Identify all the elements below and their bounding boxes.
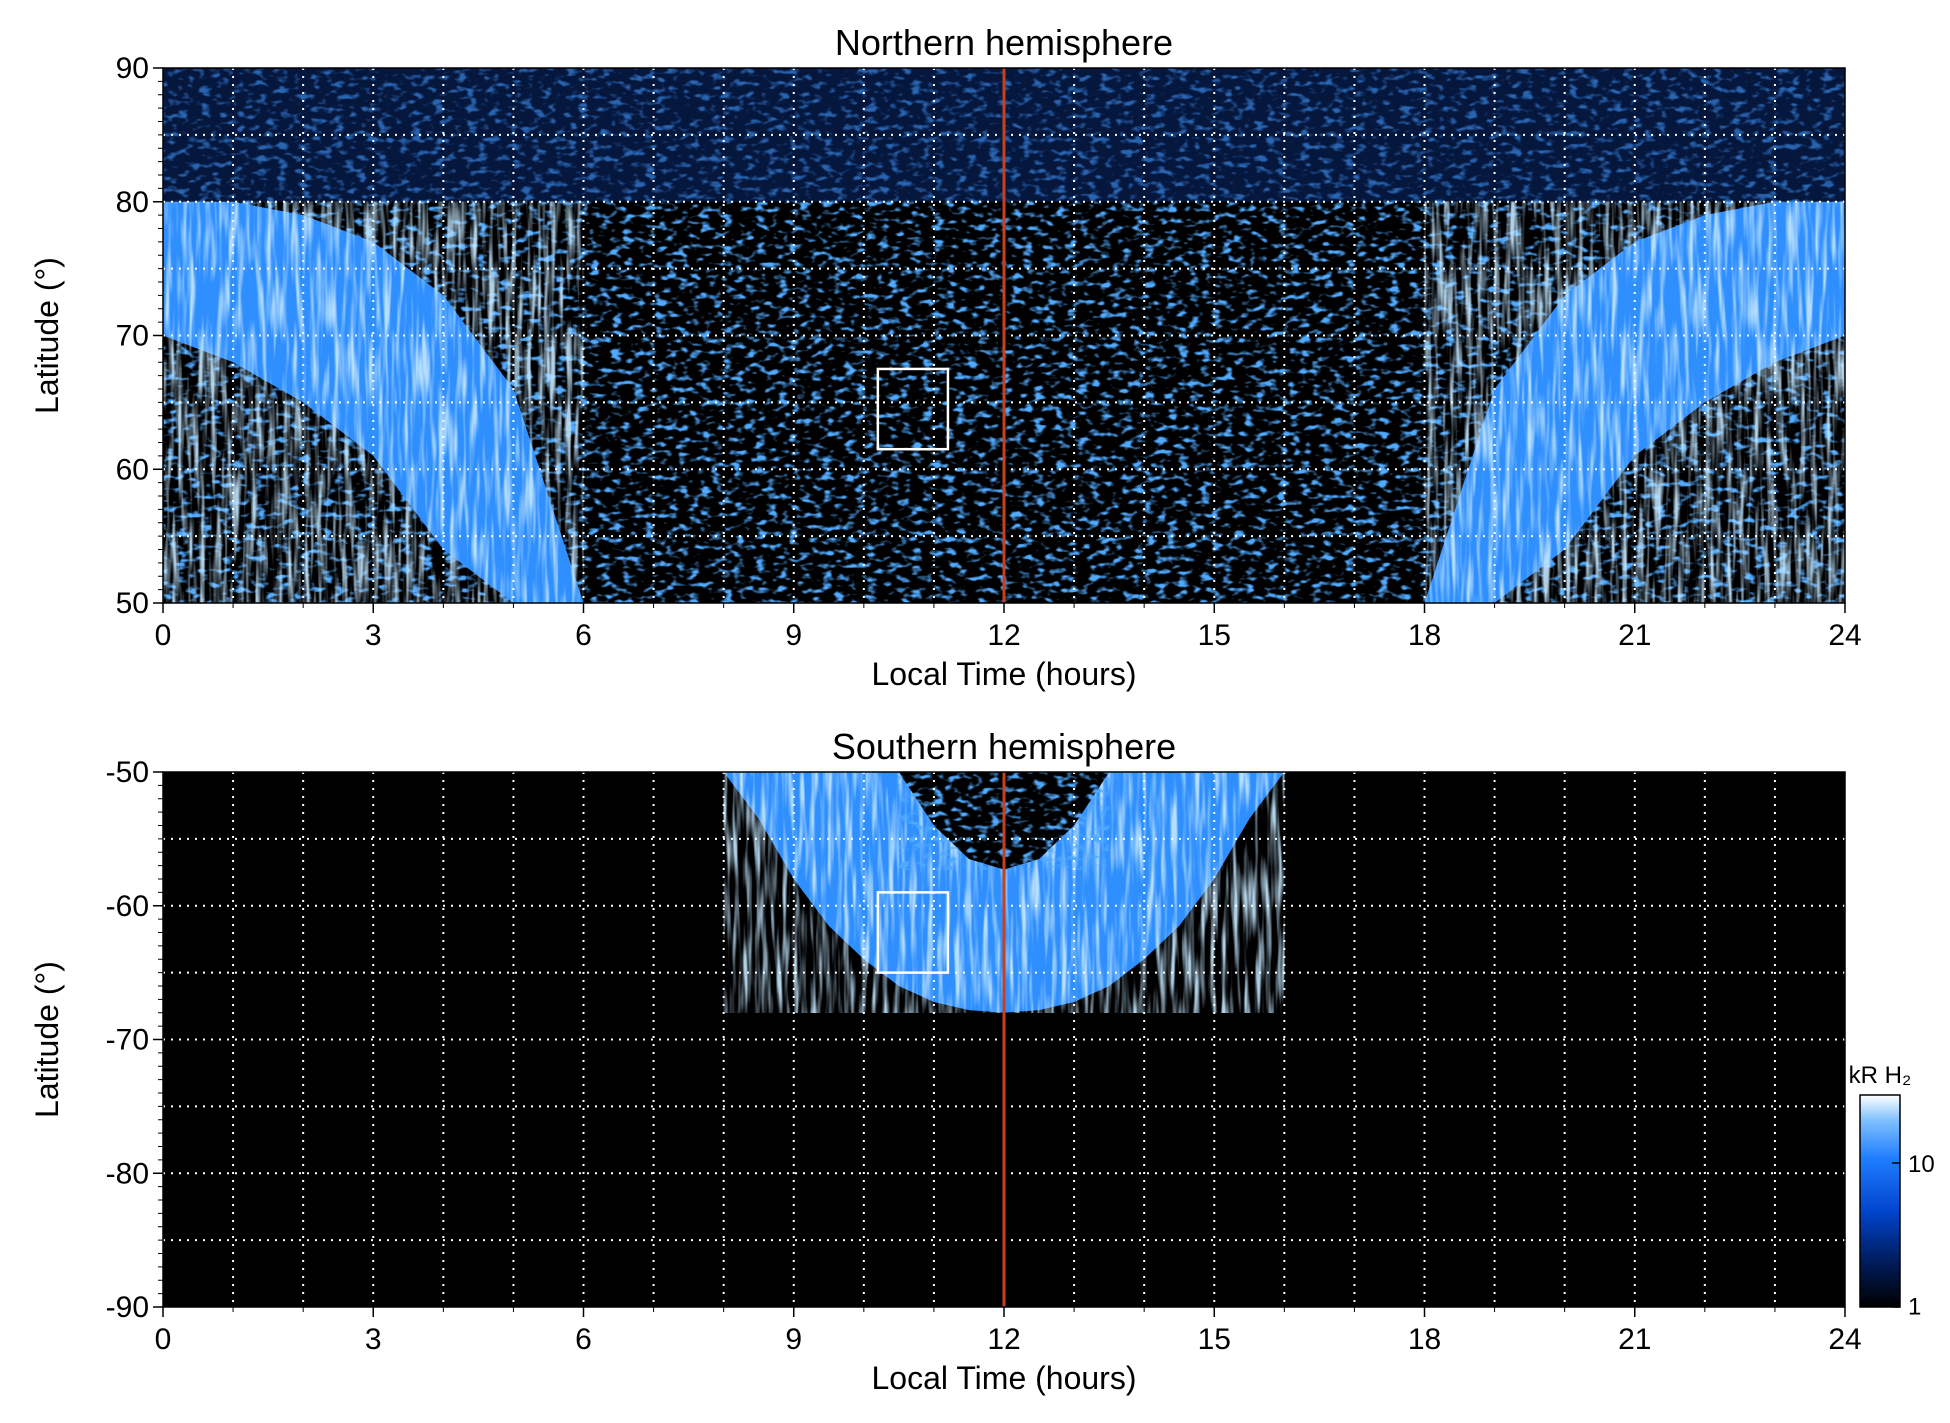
panel-title: Southern hemisphere: [832, 726, 1176, 767]
x-tick-label: 15: [1198, 1323, 1231, 1356]
plot-area: [163, 772, 1845, 1307]
x-tick-label: 21: [1618, 619, 1651, 652]
x-tick-label: 24: [1828, 1323, 1861, 1356]
x-tick-label: 9: [785, 1323, 802, 1356]
x-tick-label: 9: [785, 619, 802, 652]
y-tick-label: 70: [116, 320, 149, 353]
x-tick-label: 0: [155, 619, 172, 652]
colorbar-gradient: [1859, 1094, 1901, 1308]
y-tick-label: 60: [116, 453, 149, 486]
x-tick-label: 12: [987, 1323, 1020, 1356]
auroral-oval-dusk-texture: [1424, 201, 1845, 603]
y-tick-label: 90: [116, 52, 149, 85]
y-tick-label: 50: [116, 587, 149, 620]
y-tick-label: -60: [106, 890, 149, 923]
x-tick-label: 21: [1618, 1323, 1651, 1356]
auroral-oval-dawn-texture: [163, 201, 584, 603]
y-tick-label: -70: [106, 1024, 149, 1057]
colorbar-label: kR H₂: [1849, 1062, 1912, 1089]
x-tick-label: 3: [365, 619, 382, 652]
northern-hemisphere-panel: 0 3 6 9 12 15 18 21 24 50 60 70 80 90 Northern hemisph…: [29, 22, 1862, 692]
colorbar-tick-label-1: 1: [1908, 1293, 1921, 1320]
x-tick-label: 0: [155, 1323, 172, 1356]
x-axis-label: Local Time (hours): [872, 656, 1137, 692]
y-tick-label: -90: [106, 1291, 149, 1324]
panel-title: Northern hemisphere: [835, 22, 1173, 63]
colorbar: kR H₂ 10 1: [1849, 1062, 1935, 1320]
southern-hemisphere-panel: 0 3 6 9 12 15 18 21 24 -50 -60 -70 -80 -90 Southern he…: [29, 726, 1862, 1396]
colorbar-tick-label-10: 10: [1908, 1151, 1935, 1178]
y-axis-label: Latitude (°): [29, 257, 65, 414]
x-tick-label: 18: [1408, 1323, 1441, 1356]
x-tick-label: 3: [365, 1323, 382, 1356]
x-tick-label: 6: [575, 619, 592, 652]
y-tick-label: -50: [106, 756, 149, 789]
highlight-box: [876, 367, 950, 451]
plot-area: [163, 68, 1845, 603]
x-tick-label: 12: [987, 619, 1020, 652]
y-tick-label: 80: [116, 186, 149, 219]
y-axis-label: Latitude (°): [29, 961, 65, 1118]
x-axis-label: Local Time (hours): [872, 1360, 1137, 1396]
x-tick-label: 6: [575, 1323, 592, 1356]
x-tick-label: 18: [1408, 619, 1441, 652]
x-tick-label: 15: [1198, 619, 1231, 652]
x-tick-label: 24: [1828, 619, 1861, 652]
highlight-box: [876, 891, 950, 974]
y-tick-label: -80: [106, 1157, 149, 1190]
